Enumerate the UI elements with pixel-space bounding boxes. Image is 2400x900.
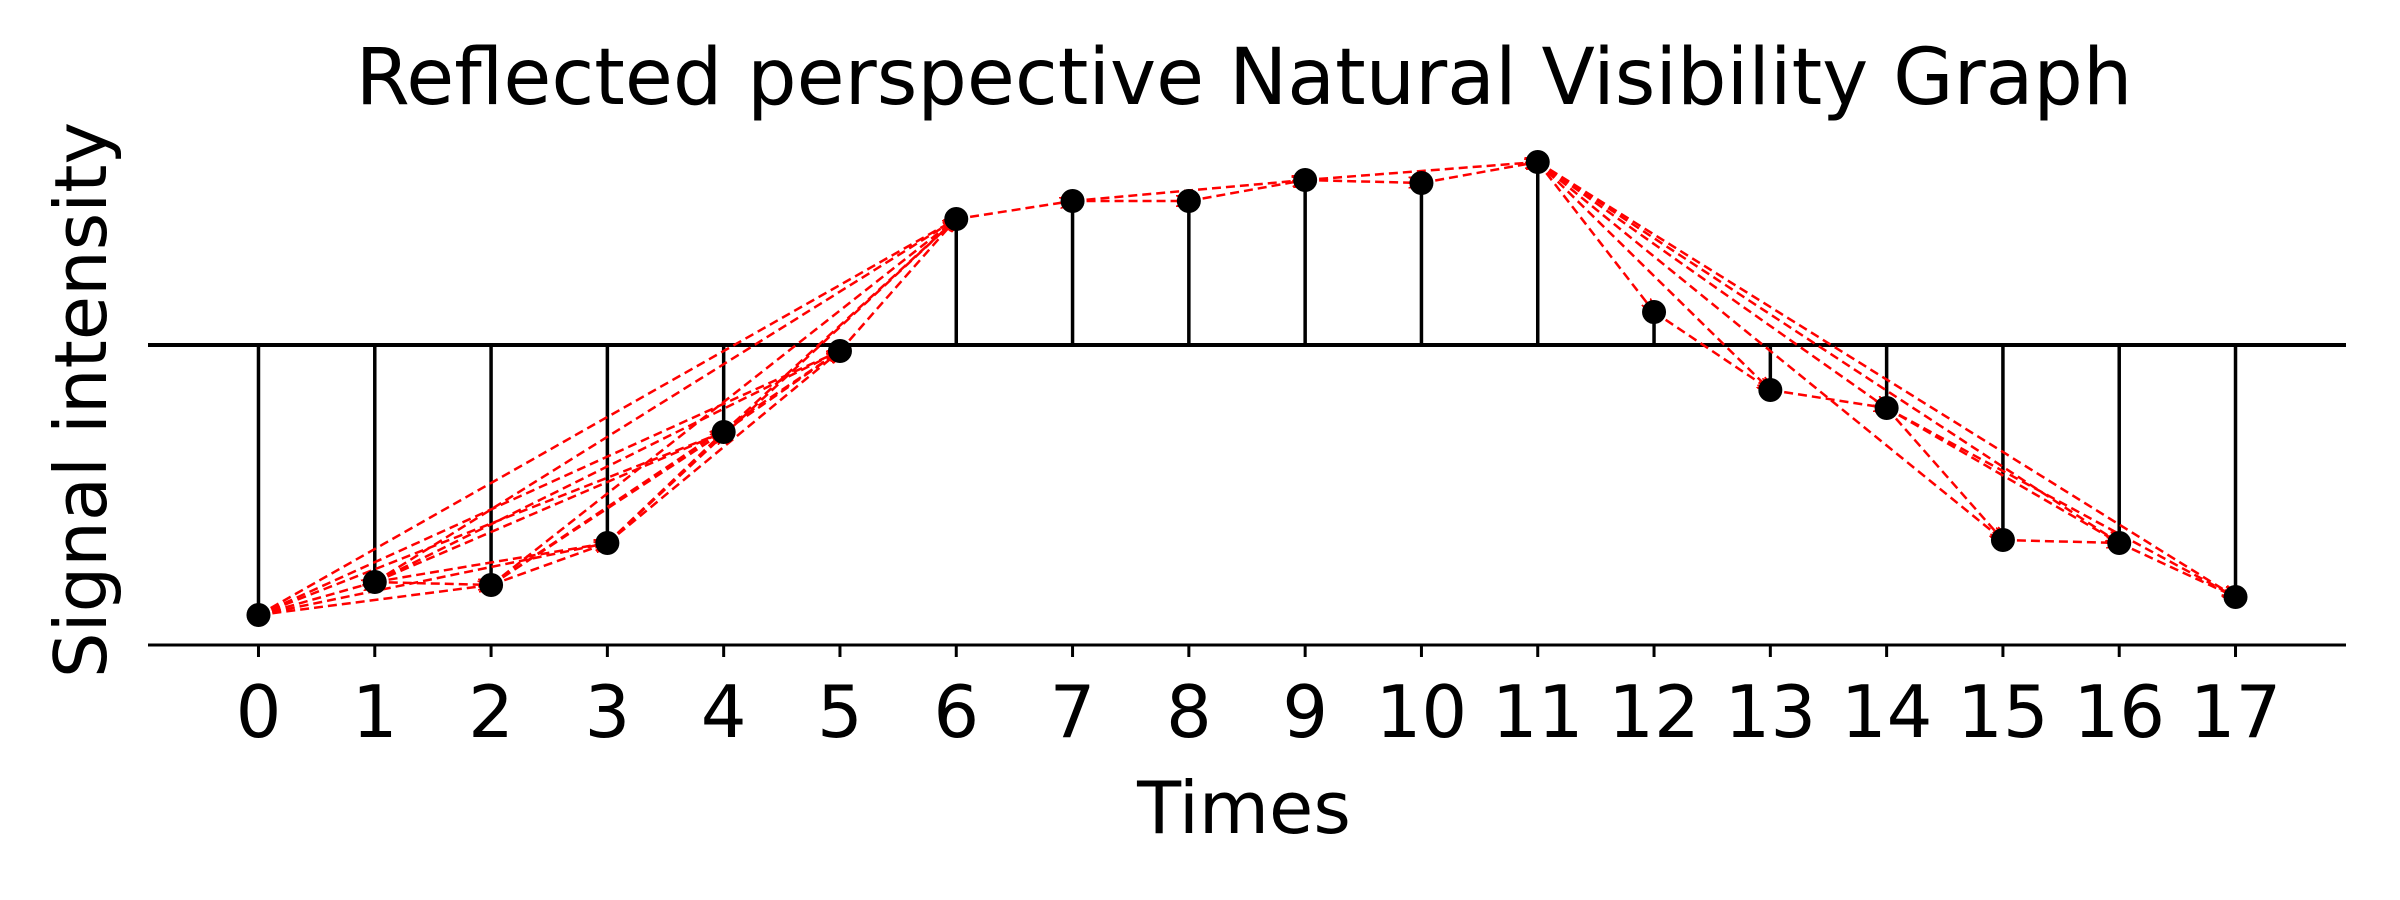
data-point [944, 207, 969, 231]
visibility-edge [1770, 388, 1886, 408]
visibility-edge [1536, 161, 2003, 540]
visibility-edge [2002, 540, 2119, 543]
visibility-edge [1537, 160, 2119, 543]
data-point [1525, 150, 1550, 174]
visibility-edge [374, 351, 840, 584]
visibility-edge [1537, 160, 2236, 597]
x-tick-label: 10 [1376, 670, 1468, 754]
data-point [246, 603, 271, 627]
x-tick-label: 3 [584, 670, 630, 754]
stems [256, 162, 2238, 615]
x-tick-label: 9 [1282, 670, 1328, 754]
data-point [595, 531, 620, 555]
x-tick-label: 5 [817, 670, 863, 754]
visibility-edge [257, 219, 956, 617]
visibility-edge [490, 219, 956, 586]
visibility-edge [1305, 180, 1421, 183]
data-point [1642, 300, 1667, 324]
x-tick-label: 0 [236, 670, 282, 754]
data-points [246, 150, 2248, 627]
data-point [1409, 171, 1434, 195]
visibility-edge [1886, 406, 2236, 597]
x-tick-label: 4 [701, 670, 747, 754]
y-axis-label: Signal intensity [39, 122, 123, 678]
x-tick-label: 15 [1957, 670, 2049, 754]
x-tick-label: 13 [1725, 670, 1817, 754]
x-tick-label: 7 [1050, 670, 1096, 754]
x-tick-label: 2 [468, 670, 514, 754]
visibility-edge [956, 201, 1072, 221]
visibility-edge [374, 432, 724, 584]
visibility-edge [2118, 541, 2235, 597]
x-tick-label: 1 [352, 670, 398, 754]
visibility-edge [606, 351, 840, 544]
data-point [711, 420, 736, 444]
visibility-edge [258, 585, 491, 617]
visibility-edge [374, 543, 608, 584]
visibility-edge [374, 582, 491, 585]
x-tick-label: 16 [2073, 670, 2165, 754]
visibility-edge [1885, 407, 2003, 540]
data-point [827, 339, 852, 363]
visibility-edge [374, 219, 956, 584]
x-axis-label: Times [1136, 766, 1351, 850]
visibility-edge [606, 432, 723, 544]
x-tick-label: 14 [1841, 670, 1933, 754]
visibility-edge [1536, 161, 1771, 390]
data-point [1990, 528, 2015, 552]
visibility-edge [606, 219, 956, 544]
visibility-edge [257, 351, 839, 617]
visibility-edge [1653, 310, 1770, 390]
chart-title: Reflected perspective Natural Visibility… [356, 33, 2133, 123]
data-point [1176, 189, 1201, 213]
visibility-edge [1537, 160, 1887, 408]
visibility-edge [839, 219, 956, 352]
x-ticks: 0 1 2 3 4 5 6 7 8 9 10 11 12 13 14 15 16 17 [236, 645, 2282, 754]
data-point [479, 573, 504, 597]
data-point [362, 570, 387, 594]
data-point [1758, 378, 1783, 402]
x-tick-label: 17 [2190, 670, 2282, 754]
x-tick-label: 12 [1608, 670, 1700, 754]
visibility-edge [490, 543, 607, 587]
data-point [2223, 585, 2248, 609]
data-point [1060, 189, 1085, 213]
visibility-edge [258, 543, 607, 617]
data-point [2107, 531, 2132, 555]
data-point [1874, 396, 1899, 420]
visibility-edge [1886, 406, 2120, 543]
visibility-edges [257, 160, 2236, 617]
visibility-edge [258, 582, 374, 617]
x-tick-label: 8 [1166, 670, 1212, 754]
data-point [1293, 168, 1318, 192]
visibility-edge [1536, 161, 1654, 312]
x-tick-label: 6 [933, 670, 979, 754]
visibility-edge [1188, 180, 1305, 203]
x-tick-label: 11 [1492, 670, 1584, 754]
visibility-edge [722, 351, 840, 434]
visibility-edge [1421, 162, 1537, 185]
visibility-edge [722, 219, 957, 433]
